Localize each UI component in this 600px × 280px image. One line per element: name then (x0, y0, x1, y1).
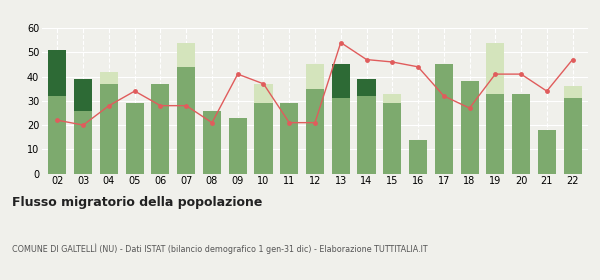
Bar (306, 89, 324, 174)
Bar (358, 96, 376, 174)
Bar (177, 43, 195, 67)
Bar (49, 96, 67, 174)
Bar (177, 67, 195, 174)
Bar (74, 79, 92, 111)
Bar (151, 84, 169, 174)
Bar (332, 64, 350, 98)
Bar (409, 140, 427, 174)
Bar (435, 64, 453, 174)
Text: Flusso migratorio della popolazione: Flusso migratorio della popolazione (12, 196, 262, 209)
Bar (306, 64, 324, 89)
Bar (203, 111, 221, 174)
Bar (538, 130, 556, 174)
Bar (486, 94, 504, 174)
Bar (563, 86, 581, 98)
Bar (563, 98, 581, 174)
Bar (358, 79, 376, 96)
Bar (512, 94, 530, 174)
Bar (254, 84, 272, 103)
Bar (100, 72, 118, 84)
Bar (254, 103, 272, 174)
Bar (229, 118, 247, 174)
Bar (383, 94, 401, 103)
Bar (461, 81, 479, 174)
Bar (486, 43, 504, 94)
Bar (332, 98, 350, 174)
Bar (280, 103, 298, 174)
Bar (49, 50, 67, 96)
Bar (126, 103, 144, 174)
Bar (383, 103, 401, 174)
Bar (100, 84, 118, 174)
Text: COMUNE DI GALTELLÌ (NU) - Dati ISTAT (bilancio demografico 1 gen-31 dic) - Elabo: COMUNE DI GALTELLÌ (NU) - Dati ISTAT (bi… (12, 244, 428, 254)
Bar (74, 111, 92, 174)
